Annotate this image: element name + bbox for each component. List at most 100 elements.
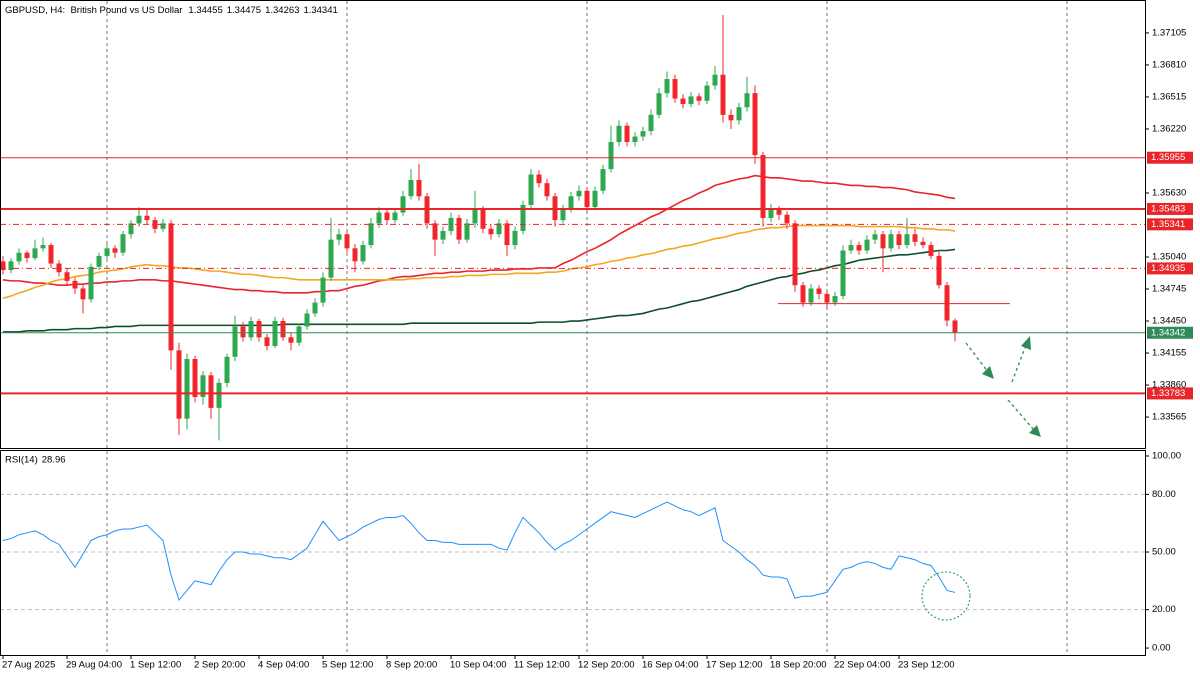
arrow-line: [965, 342, 989, 373]
candle-body: [688, 96, 694, 105]
candle-body: [56, 263, 62, 273]
candle-body: [872, 234, 878, 240]
x-tick-label: 12 Sep 20:00: [578, 660, 635, 671]
candle-body: [192, 359, 198, 397]
y-tick-label: 0.00: [1152, 643, 1171, 654]
candle-body: [352, 248, 358, 262]
candle-body: [176, 350, 182, 419]
candle-body: [304, 313, 310, 327]
candle-body: [232, 326, 238, 357]
chart-header: GBPUSD, H4: British Pound vs US Dollar 1.…: [5, 5, 338, 16]
candle-body: [496, 223, 502, 235]
candle-body: [728, 114, 734, 121]
candle-body: [680, 98, 686, 105]
y-tick-label: 1.36810: [1152, 59, 1186, 70]
y-tick-label: 1.34745: [1152, 284, 1186, 295]
arrow-line: [1007, 399, 1035, 431]
candle-body: [560, 209, 566, 221]
candle-body: [880, 234, 886, 249]
candle-body: [296, 326, 302, 343]
y-tick-label: 1.37105: [1152, 27, 1186, 38]
candle-body: [288, 337, 294, 343]
price-level-tag: [1147, 202, 1193, 215]
price-level-label: 1.34342: [1151, 327, 1185, 338]
candle-body: [96, 255, 102, 267]
candle-body: [632, 136, 638, 142]
candle-body: [840, 250, 846, 297]
x-tick-label: 16 Sep 04:00: [642, 660, 699, 671]
candle-body: [920, 241, 926, 246]
projection-arrows: [965, 342, 1035, 431]
candle-body: [400, 196, 406, 213]
candle-body: [504, 223, 510, 246]
candle-body: [664, 79, 670, 94]
candle-body: [608, 141, 614, 170]
highlight-circle: [921, 571, 971, 621]
candle-body: [184, 359, 190, 419]
high-value: 1.34475: [227, 5, 261, 16]
candle-body: [952, 320, 958, 333]
candle-body: [432, 223, 438, 240]
candle-body: [120, 234, 126, 253]
candle-body: [456, 217, 462, 240]
candle-body: [272, 321, 278, 346]
candle-body: [0, 261, 6, 271]
candle-body: [928, 245, 934, 256]
x-tick-label: 17 Sep 12:00: [706, 660, 763, 671]
chart-title: GBPUSD, H4: British Pound vs US Dollar: [5, 5, 182, 16]
candle-body: [88, 266, 94, 300]
plot-layer: [0, 15, 1145, 602]
candle-body: [384, 212, 390, 221]
x-tick-label: 5 Sep 12:00: [322, 660, 373, 671]
arrow-head: [1029, 425, 1041, 437]
arrow-head: [982, 366, 994, 379]
rsi-line: [2, 501, 956, 602]
price-level-label: 1.34935: [1151, 263, 1185, 274]
candle-body: [144, 215, 150, 221]
candle-body: [600, 169, 606, 191]
candle-body: [216, 382, 222, 408]
price-level-label: 1.35955: [1151, 152, 1185, 163]
open-value: 1.34455: [188, 5, 222, 16]
candle-body: [200, 375, 206, 397]
candle-body: [520, 204, 526, 231]
candle-body: [256, 321, 262, 338]
y-tick-label: 100.00: [1152, 451, 1181, 462]
x-tick-label: 11 Sep 12:00: [514, 660, 570, 671]
candle-body: [64, 272, 70, 281]
candle-body: [544, 183, 550, 197]
arrow-head: [1021, 336, 1031, 350]
candle-body: [768, 209, 774, 218]
candle-body: [904, 234, 910, 246]
candle-body: [8, 261, 14, 271]
candle-body: [824, 293, 830, 303]
candle-body: [616, 125, 622, 142]
candle-body: [112, 248, 118, 253]
candle-body: [48, 245, 54, 264]
low-value: 1.34263: [265, 5, 299, 16]
candle-body: [152, 220, 158, 229]
candle-body: [320, 277, 326, 303]
x-tick-label: 23 Sep 12:00: [898, 660, 955, 671]
y-tick-label: 1.33860: [1152, 380, 1186, 391]
candle-body: [224, 356, 230, 383]
candle-body: [264, 337, 270, 346]
candle-body: [656, 93, 662, 115]
price-level-label: 1.35483: [1151, 203, 1185, 214]
candle-body: [416, 179, 422, 197]
candle-body: [168, 223, 174, 351]
candle-body: [648, 114, 654, 132]
rsi-current-value: 28.96: [42, 455, 66, 466]
candle-body: [704, 85, 710, 101]
candle-body: [72, 280, 78, 289]
candle-body: [640, 131, 646, 137]
candle-body: [536, 174, 542, 184]
y-tick-label: 1.34450: [1152, 316, 1186, 327]
candle-body: [376, 212, 382, 224]
candle-body: [808, 288, 814, 303]
y-tick-label: 1.36515: [1152, 91, 1186, 102]
rsi-panel-frame: [0, 450, 1146, 656]
candle-body: [208, 375, 214, 408]
candle-body: [24, 252, 30, 259]
